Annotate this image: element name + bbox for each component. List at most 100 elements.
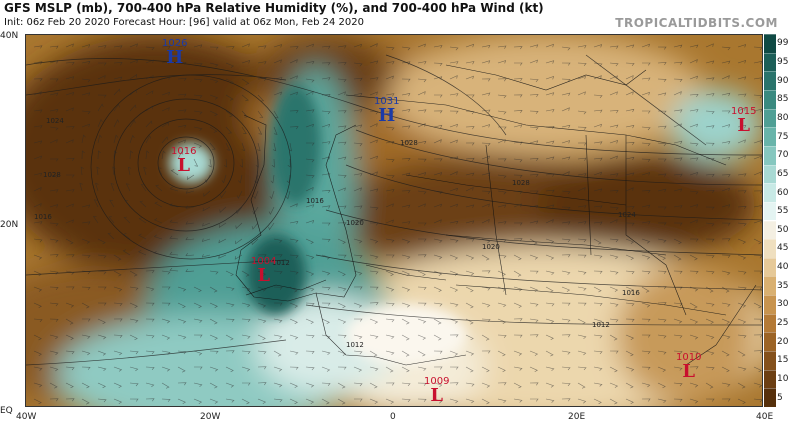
- wind-barb: [273, 398, 283, 403]
- wind-barb: [289, 91, 298, 96]
- wind-barb: [417, 91, 426, 96]
- wind-barb: [218, 222, 227, 228]
- wind-barb: [385, 174, 395, 179]
- wind-barb: [417, 190, 427, 195]
- wind-barb: [657, 110, 667, 114]
- wind-barb: [609, 62, 619, 67]
- wind-barb: [33, 172, 43, 177]
- wind-barb: [225, 78, 234, 85]
- wind-barb: [33, 286, 43, 292]
- lon-label-20w: 20W: [200, 412, 221, 422]
- wind-barb: [657, 366, 667, 372]
- wind-barb: [145, 150, 150, 160]
- wind-barb: [417, 158, 427, 162]
- wind-barb: [545, 219, 554, 224]
- wind-barb: [737, 60, 747, 64]
- wind-barb: [170, 169, 179, 176]
- wind-barb: [449, 254, 459, 260]
- wind-barb: [321, 123, 331, 128]
- wind-barb: [305, 254, 315, 260]
- wind-barb: [369, 254, 379, 260]
- wind-barb: [129, 366, 139, 372]
- wind-barb: [417, 203, 426, 208]
- wind-barb: [609, 75, 618, 80]
- wind-barb: [657, 238, 667, 243]
- colorbar-swatch: [764, 145, 776, 165]
- wind-barb: [209, 350, 219, 354]
- colorbar-swatch: [764, 313, 776, 333]
- wind-barb: [641, 366, 651, 370]
- low-pressure-center: 1009 L: [424, 377, 449, 405]
- wind-barb: [49, 139, 58, 144]
- wind-barb: [577, 254, 587, 258]
- colorbar-swatch: [764, 52, 776, 72]
- wind-barb: [113, 398, 123, 404]
- wind-barb: [289, 366, 299, 370]
- wind-barb: [737, 366, 747, 372]
- wind-barb: [529, 350, 539, 356]
- wind-barb: [401, 92, 411, 97]
- wind-barb: [609, 254, 619, 260]
- wind-barb: [161, 136, 169, 144]
- wind-barb: [513, 398, 523, 403]
- wind-barb: [433, 238, 443, 243]
- wind-barb: [49, 318, 59, 322]
- wind-barb: [418, 238, 427, 242]
- wind-barb: [705, 286, 714, 293]
- wind-barb: [465, 270, 475, 276]
- wind-barb: [609, 318, 619, 323]
- wind-barb: [337, 238, 346, 245]
- wind-barb: [449, 93, 459, 97]
- wind-barb: [193, 350, 203, 356]
- wind-barb: [593, 171, 602, 176]
- wind-barb: [753, 366, 762, 373]
- wind-barb: [689, 366, 699, 370]
- wind-barb: [561, 107, 570, 112]
- wind-barb: [81, 134, 86, 144]
- wind-barb: [161, 382, 170, 389]
- wind-barb: [273, 318, 283, 323]
- wind-barb: [481, 142, 491, 146]
- wind-barb: [305, 270, 315, 276]
- pressure-value: 1026: [162, 38, 188, 49]
- wind-barb: [288, 142, 292, 152]
- wind-barb: [49, 174, 59, 179]
- wind-barb: [513, 318, 523, 322]
- wind-barb: [337, 156, 347, 161]
- wind-barb: [65, 61, 75, 66]
- wind-barb: [49, 382, 58, 389]
- wind-barb: [418, 222, 427, 226]
- wind-barb: [497, 286, 507, 292]
- wind-barb: [753, 286, 762, 290]
- wind-barb: [641, 126, 651, 131]
- wind-barb: [33, 203, 42, 208]
- wind-barb: [353, 302, 363, 308]
- wind-barb: [721, 382, 731, 387]
- lat-label-20n: 20N: [0, 220, 19, 230]
- wind-barb: [236, 190, 243, 199]
- wind-barb: [257, 398, 267, 404]
- wind-barb: [177, 350, 187, 355]
- colorbar-swatch: [764, 127, 776, 146]
- wind-barb: [481, 44, 491, 49]
- wind-barb: [689, 382, 699, 388]
- wind-barb: [529, 140, 539, 144]
- wind-barb: [737, 155, 746, 160]
- wind-barb: [33, 270, 42, 277]
- wind-barb: [449, 156, 459, 160]
- wind-barb: [225, 142, 231, 151]
- wind-barb: [673, 109, 683, 113]
- wind-barb: [385, 382, 395, 386]
- wind-barb: [529, 78, 539, 83]
- wind-barb: [385, 46, 395, 51]
- wind-barb: [401, 158, 411, 162]
- wind-barb: [561, 366, 571, 371]
- wind-barb: [609, 350, 619, 354]
- wind-barb: [593, 366, 603, 371]
- wind-barb: [252, 206, 259, 215]
- wind-barb: [177, 93, 187, 97]
- isobar-label: 1012: [346, 341, 364, 349]
- wind-barb: [609, 110, 619, 114]
- wind-barb: [177, 124, 187, 129]
- wind-barb: [185, 237, 195, 241]
